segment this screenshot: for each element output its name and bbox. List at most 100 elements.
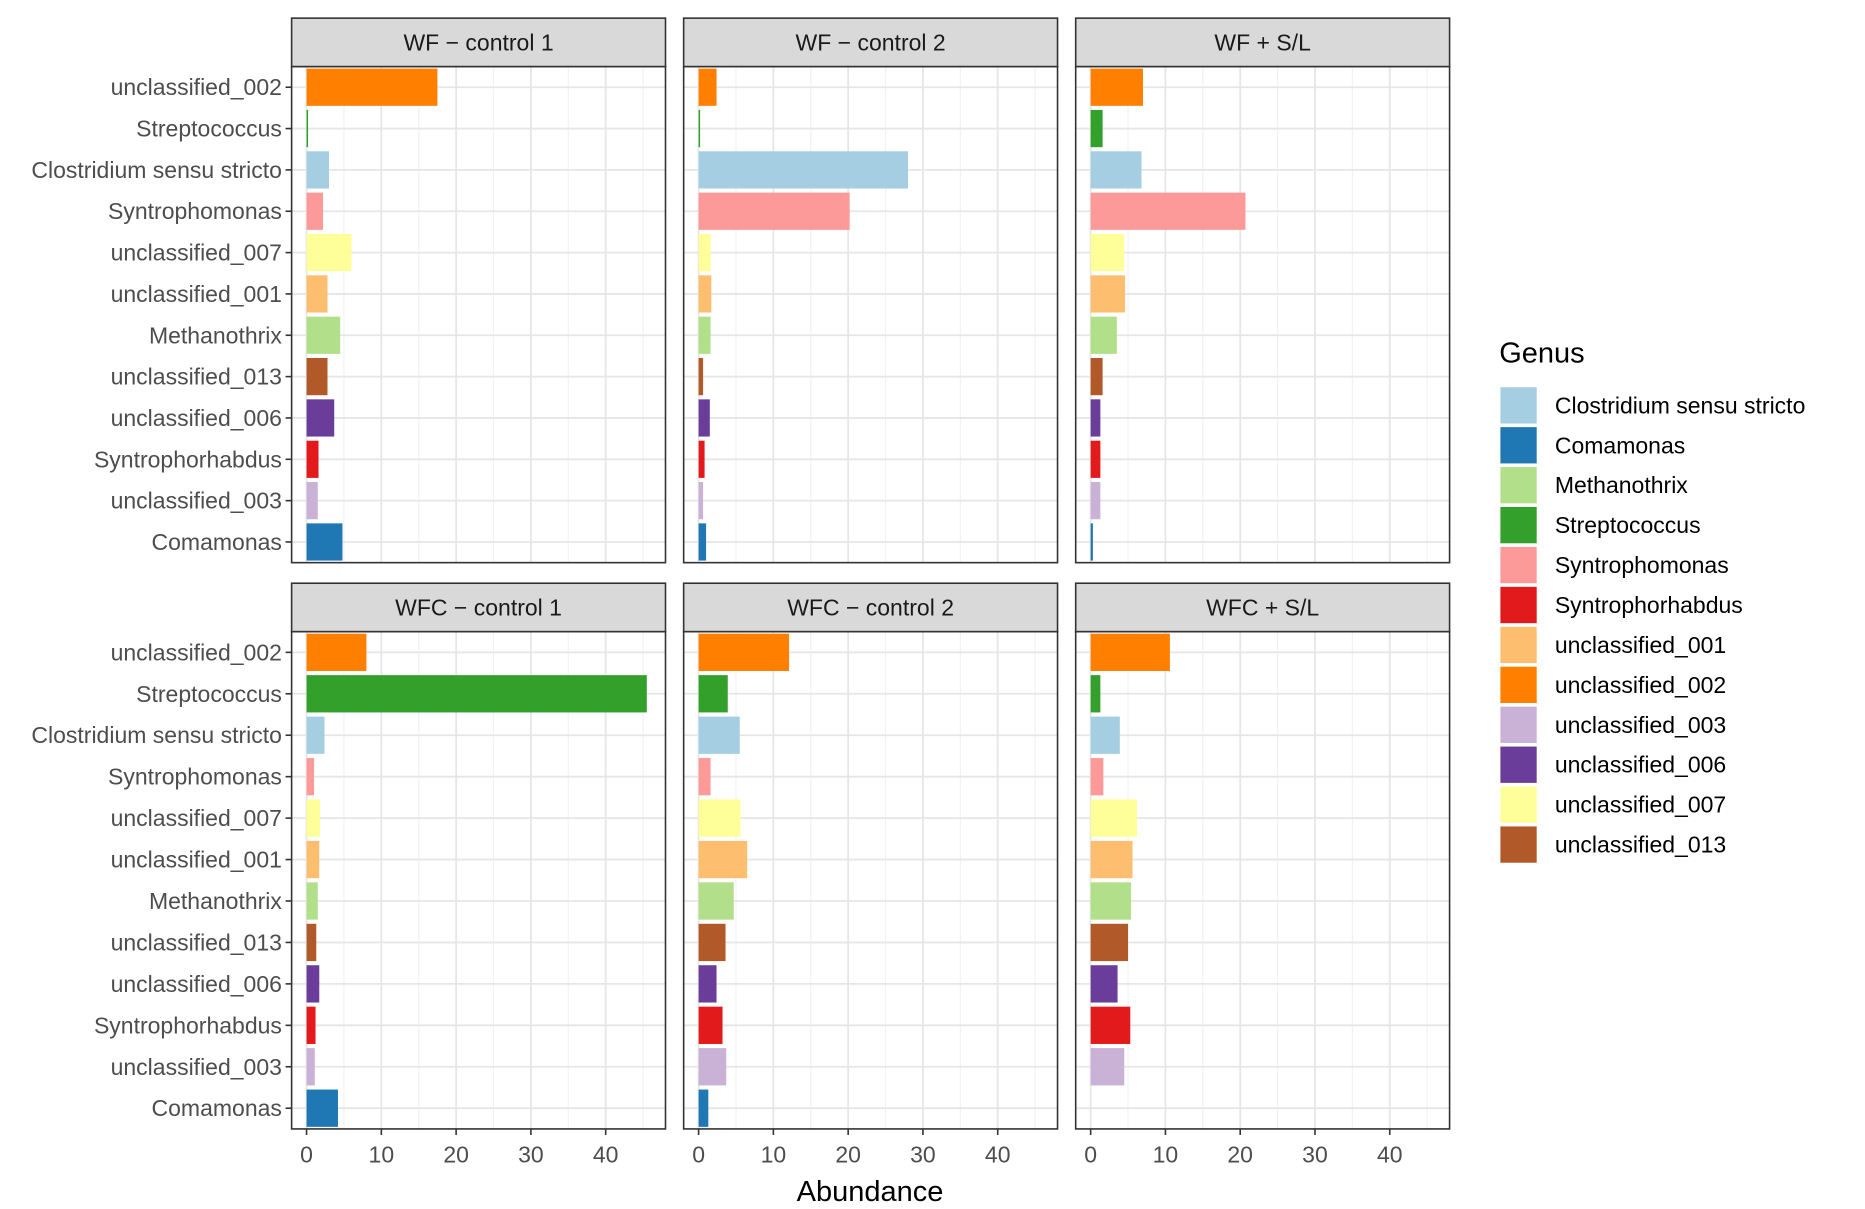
bar — [306, 523, 343, 561]
bar — [698, 233, 711, 272]
x-tick-label: 40 — [985, 1141, 1011, 1167]
facet-title: WFC − control 1 — [395, 594, 562, 620]
facet-panel: WF − control 1 unclassified_002 Streptococ… — [31, 17, 667, 564]
bar — [698, 275, 712, 313]
bar — [306, 716, 325, 754]
category-label: unclassified_002 — [111, 74, 282, 100]
facet-panel: WF − control 2 — [682, 17, 1059, 564]
legend-swatch — [1500, 546, 1537, 584]
facet-title: WF + S/L — [1214, 29, 1311, 55]
category-label: Streptococcus — [136, 681, 282, 707]
bar — [1090, 675, 1101, 713]
category-label: Comamonas — [152, 1095, 282, 1121]
bar — [1090, 716, 1120, 754]
bar — [698, 1048, 727, 1086]
x-tick-label: 10 — [761, 1141, 787, 1167]
bar — [306, 68, 438, 106]
bar — [306, 1089, 338, 1127]
bar — [1090, 151, 1142, 189]
panel-background — [1075, 631, 1450, 1129]
category-label: unclassified_003 — [111, 488, 282, 514]
legend-swatch — [1500, 626, 1537, 664]
legend-label: unclassified_003 — [1555, 712, 1726, 738]
legend-swatch — [1500, 786, 1537, 823]
x-tick-label: 40 — [593, 1141, 619, 1167]
panel-background — [683, 66, 1058, 563]
x-tick-label: 10 — [1153, 1141, 1179, 1167]
facet-strip — [682, 582, 1059, 633]
x-tick-label: 30 — [518, 1141, 544, 1167]
facet-strip — [1074, 17, 1451, 68]
panel-background — [291, 631, 666, 1129]
legend-label: unclassified_006 — [1555, 752, 1726, 778]
legend-label: Comamonas — [1555, 432, 1685, 458]
bar — [306, 482, 318, 520]
bar — [1090, 109, 1103, 148]
legend-swatch — [1500, 586, 1537, 624]
bar — [306, 882, 318, 920]
panel-background — [683, 631, 1058, 1129]
category-label: unclassified_006 — [111, 971, 282, 997]
bar — [306, 275, 328, 313]
bar — [698, 192, 850, 230]
panel-background — [1075, 66, 1450, 563]
category-label: Syntrophorhabdus — [94, 1012, 282, 1038]
bar — [306, 316, 341, 354]
category-label: Syntrophorhabdus — [94, 446, 282, 472]
x-axis-title: Abundance — [797, 1176, 944, 1208]
legend-swatch — [1500, 467, 1537, 504]
facet-strip — [290, 17, 667, 68]
facet-panel: WF + S/L — [1074, 17, 1451, 564]
bar — [1090, 758, 1104, 796]
bar — [698, 716, 740, 754]
facet-strip — [1074, 582, 1451, 633]
category-label: unclassified_006 — [111, 405, 282, 431]
bar — [698, 68, 717, 106]
category-label: Syntrophomonas — [108, 198, 282, 224]
bar — [306, 233, 352, 272]
facet-title: WFC − control 2 — [787, 594, 954, 620]
bar — [306, 151, 329, 189]
facet-strip — [290, 582, 667, 633]
category-label: Comamonas — [152, 529, 282, 555]
x-tick-label: 20 — [835, 1141, 861, 1167]
bar — [698, 523, 707, 561]
category-label: Streptococcus — [136, 116, 282, 142]
category-label: Syntrophomonas — [108, 764, 282, 790]
x-tick-label: 0 — [1084, 1141, 1097, 1167]
category-label: unclassified_013 — [111, 929, 282, 955]
legend-label: Syntrophorhabdus — [1555, 592, 1743, 618]
legend-swatch — [1500, 706, 1537, 743]
category-label: unclassified_001 — [111, 847, 282, 873]
bar — [306, 1048, 315, 1086]
bar — [1090, 316, 1117, 354]
legend-label: Methanothrix — [1555, 472, 1688, 498]
x-tick-label: 20 — [1227, 1141, 1253, 1167]
bar — [306, 923, 317, 962]
bar — [698, 799, 741, 837]
facet-title: WF − control 1 — [403, 29, 553, 55]
bar — [1090, 68, 1143, 106]
x-tick-label: 0 — [300, 1141, 313, 1167]
bar — [698, 923, 726, 962]
bar — [306, 965, 320, 1003]
legend-label: unclassified_013 — [1555, 832, 1726, 858]
bar — [698, 358, 704, 396]
facet-panel: WFC − control 1 unclassified_002 Streptoco… — [31, 582, 667, 1167]
bar — [1090, 523, 1093, 561]
bar — [1090, 799, 1138, 837]
category-label: unclassified_007 — [111, 240, 282, 266]
bar — [1090, 1006, 1131, 1044]
legend-swatch — [1500, 746, 1537, 783]
bar — [698, 675, 728, 713]
bar — [306, 758, 315, 796]
legend-swatch — [1500, 387, 1537, 424]
facet-strip — [682, 17, 1059, 68]
bar — [1090, 633, 1170, 671]
category-label: unclassified_003 — [111, 1054, 282, 1080]
bar — [306, 1006, 316, 1044]
facet-panel: WFC − control 2 0 10 20 30 40 — [682, 582, 1059, 1167]
legend-label: Clostridium sensu stricto — [1555, 392, 1806, 418]
facet-title: WF − control 2 — [796, 29, 946, 55]
bar — [306, 440, 319, 478]
